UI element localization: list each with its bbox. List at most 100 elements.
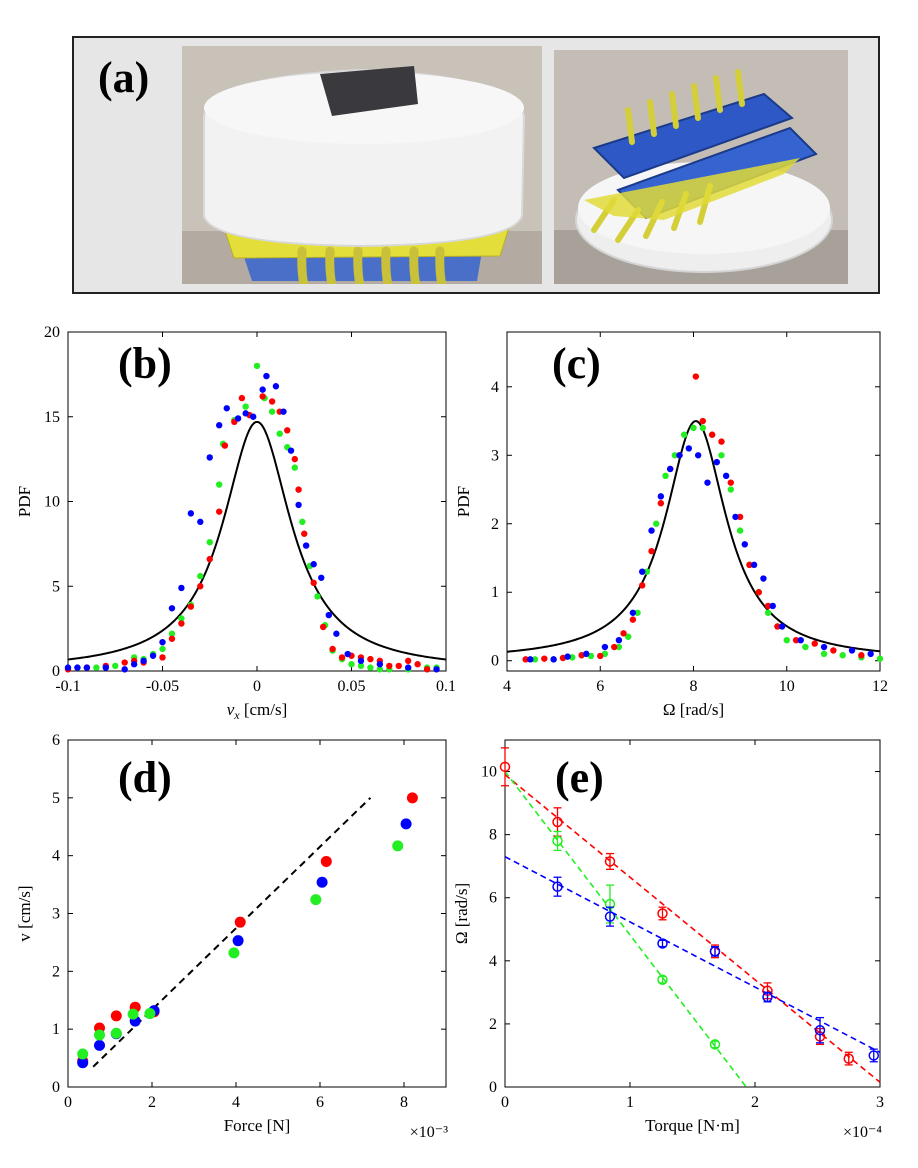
chart-c-point-blue bbox=[666, 465, 674, 473]
chart-b-point-green bbox=[357, 662, 365, 670]
chart-e-point-red bbox=[499, 761, 511, 773]
chart-c-ylabel: PDF bbox=[454, 486, 473, 517]
chart-b-point-blue bbox=[302, 542, 310, 549]
chart-e-ytick-label: 4 bbox=[489, 953, 497, 970]
chart-e-point-red bbox=[709, 946, 721, 957]
chart-b-point-green bbox=[197, 572, 204, 580]
chart-c-point-blue bbox=[583, 650, 590, 658]
chart-b-point-green bbox=[178, 615, 185, 622]
robot-photo-top bbox=[554, 50, 848, 284]
chart-c-point-green bbox=[764, 609, 772, 616]
chart-b-point-red bbox=[102, 662, 110, 670]
chart-c-xlabel: Ω [rad/s] bbox=[663, 700, 724, 719]
chart-c-point-red bbox=[858, 652, 865, 659]
chart-c-point-blue bbox=[722, 472, 730, 480]
chart-c-point-green bbox=[718, 452, 725, 459]
chart-d-point-red bbox=[129, 1001, 141, 1013]
chart-e-point-blue bbox=[868, 1050, 879, 1061]
chart-e-point-green bbox=[657, 974, 668, 985]
chart-b-point-green bbox=[306, 562, 314, 570]
chart-c-point-blue bbox=[732, 513, 739, 521]
chart-e-ytick-label: 6 bbox=[489, 890, 497, 907]
chart-b-point-green bbox=[329, 647, 336, 654]
chart-b-xtick-label: 0.1 bbox=[436, 678, 456, 695]
chart-c-point-green bbox=[643, 568, 651, 575]
chart-b-point-blue bbox=[159, 638, 166, 646]
chart-b-point-red bbox=[301, 530, 308, 537]
chart-b-point-red bbox=[178, 620, 185, 627]
chart-b-point-green bbox=[74, 664, 81, 671]
chart-c-plot-area bbox=[506, 373, 884, 663]
chart-b-point-green bbox=[130, 654, 138, 661]
chart-c-point-green bbox=[634, 609, 641, 616]
chart-c-point-green bbox=[569, 654, 576, 661]
chart-b-point-blue bbox=[223, 405, 230, 412]
chart-b-point-green bbox=[187, 601, 195, 609]
chart-c-xtick-label: 6 bbox=[596, 678, 604, 695]
chart-b-point-blue bbox=[216, 422, 223, 429]
chart-d-point-blue bbox=[129, 1015, 141, 1027]
chart-b-point-green bbox=[149, 650, 157, 658]
chart-c-point-blue bbox=[550, 656, 557, 663]
chart-d-panel-label: (d) bbox=[118, 753, 172, 802]
chart-d-point-red bbox=[77, 1055, 89, 1067]
chart-d-point-green bbox=[127, 1008, 139, 1020]
chart-c-point-green bbox=[708, 431, 716, 438]
chart-b-fit-curve bbox=[67, 420, 447, 661]
chart-b-point-red bbox=[140, 659, 147, 666]
chart-b-point-blue bbox=[318, 574, 325, 581]
chart-b-point-red bbox=[310, 579, 317, 587]
panel-a-photos: (a) bbox=[72, 36, 880, 294]
chart-d-point-blue bbox=[400, 818, 412, 830]
chart-e-frame bbox=[504, 739, 881, 1088]
chart-d-point-blue bbox=[110, 1028, 122, 1040]
chart-c-point-red bbox=[755, 589, 762, 596]
chart-c-point-blue bbox=[676, 452, 683, 459]
chart-e-point-blue bbox=[762, 991, 773, 1003]
chart-d-point-blue bbox=[232, 935, 244, 947]
chart-b-ytick-label: 0 bbox=[52, 663, 60, 680]
chart-b-point-red bbox=[367, 655, 374, 663]
chart-c-point-green bbox=[587, 652, 595, 660]
chart-c-point-green bbox=[671, 452, 679, 459]
chart-c-point-red bbox=[746, 561, 753, 569]
chart-c-point-green bbox=[746, 561, 753, 569]
chart-c-point-green bbox=[876, 655, 884, 662]
chart-b-point-red bbox=[206, 555, 213, 563]
chart-b-point-blue bbox=[140, 657, 147, 665]
chart-b-point-red bbox=[121, 659, 128, 666]
chart-c-point-blue bbox=[685, 445, 693, 452]
chart-b-point-blue bbox=[376, 661, 384, 668]
chart-b-point-green bbox=[268, 408, 276, 415]
chart-e-fit-line-undefined bbox=[504, 771, 747, 1088]
chart-b-point-blue bbox=[187, 510, 195, 517]
chart-b-point-green bbox=[423, 664, 431, 671]
chart-d-ytick-label: 5 bbox=[52, 790, 60, 807]
chart-b-point-red bbox=[357, 654, 365, 661]
chart-c-point-blue bbox=[648, 527, 655, 534]
chart-d-point-blue bbox=[316, 876, 328, 888]
chart-e-point-red bbox=[814, 1031, 826, 1042]
chart-e-plot-area bbox=[499, 747, 881, 1088]
chart-c-frame bbox=[506, 331, 881, 672]
chart-c-point-blue bbox=[750, 561, 758, 569]
chart-c-point-green bbox=[727, 486, 734, 493]
chart-b-point-blue bbox=[405, 664, 412, 671]
chart-b-point-blue bbox=[259, 386, 266, 393]
chart-b-point-blue bbox=[263, 372, 270, 380]
chart-b-point-blue bbox=[121, 666, 128, 673]
chart-b-point-blue bbox=[206, 454, 213, 461]
chart-b-point-blue bbox=[325, 611, 333, 619]
chart-c-point-green bbox=[755, 589, 762, 596]
chart-e-xtick-label: 1 bbox=[626, 1094, 634, 1111]
chart-d-point-red bbox=[406, 792, 418, 804]
chart-c-point-red bbox=[657, 500, 665, 507]
chart-b-point-green bbox=[253, 362, 261, 370]
chart-c-point-green bbox=[839, 652, 846, 659]
chart-b-point-red bbox=[276, 408, 283, 415]
chart-d-point-green bbox=[94, 1029, 105, 1041]
chart-b-point-green bbox=[219, 440, 227, 448]
chart-c-point-green bbox=[601, 650, 609, 658]
chart-c-point-green bbox=[625, 633, 632, 640]
chart-b-point-green bbox=[140, 655, 147, 663]
